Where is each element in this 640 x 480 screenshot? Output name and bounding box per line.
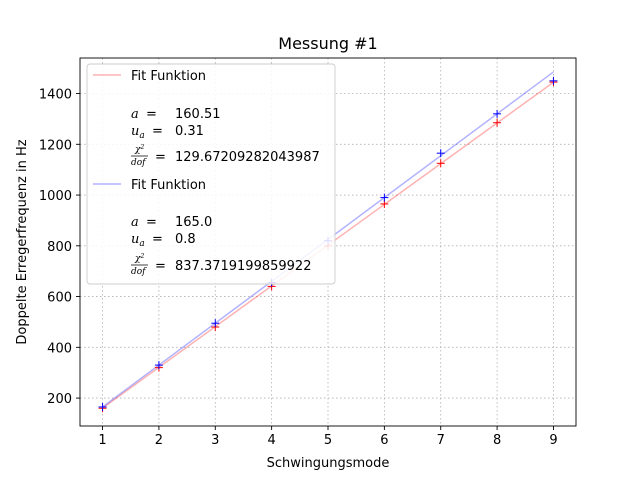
x-tick-label: 2 [155,433,163,448]
y-tick-label: 1400 [39,88,72,103]
data-point-series-1 [98,402,107,411]
data-point-series-0 [436,159,445,168]
param-ua-value-red: 0.31 [175,124,204,139]
chart-title: Messung #1 [278,34,377,53]
data-point-series-0 [493,118,502,127]
x-tick-label: 5 [324,433,332,448]
y-axis-ticks: 200 400 600 800 1000 1200 1400 [39,88,80,407]
param-a-equals-blue: = [146,215,157,230]
y-tick-label: 1000 [39,189,72,204]
param-a-value-red: 160.51 [175,107,221,122]
chi-equals-blue: = [155,259,166,274]
data-point-series-1 [493,109,502,118]
chi-denominator-blue: dof [131,267,147,277]
param-ua-equals-red: = [152,124,163,139]
data-point-series-1 [154,361,163,370]
legend-label-red: Fit Funktion [131,69,206,84]
chi-value-blue: 837.3719199859922 [175,259,311,274]
y-tick-label: 600 [47,291,72,306]
legend: Fit Funktion a = 160.51 ua = 0.31 χ2 dof… [86,63,336,285]
x-tick-label: 1 [98,433,106,448]
chi-denominator-red: dof [131,158,147,168]
x-axis-ticks: 1 2 3 4 5 6 7 8 9 [98,426,558,448]
param-ua-equals-blue: = [152,232,163,247]
data-point-series-1 [436,149,445,158]
legend-box [86,63,336,285]
param-a-value-blue: 165.0 [175,215,212,230]
y-tick-label: 800 [47,240,72,255]
data-point-series-1 [549,76,558,85]
x-tick-label: 7 [437,433,445,448]
x-tick-label: 8 [493,433,501,448]
legend-label-blue: Fit Funktion [131,178,206,193]
chi-numerator-red: χ2 [134,144,144,155]
chi-numerator-blue: χ2 [134,253,144,264]
y-tick-label: 1200 [39,138,72,153]
x-tick-label: 3 [211,433,219,448]
y-tick-label: 200 [47,392,72,407]
x-tick-label: 9 [549,433,557,448]
x-tick-label: 4 [267,433,275,448]
y-tick-label: 400 [47,341,72,356]
chi-value-red: 129.67209282043987 [175,150,320,165]
chi-equals-red: = [155,150,166,165]
x-tick-label: 6 [380,433,388,448]
data-point-series-1 [380,193,389,202]
y-axis-label: Doppelte Erregerfrequenz in Hz [15,139,30,344]
param-a-equals-red: = [146,107,157,122]
data-point-series-1 [211,319,220,328]
param-a-symbol-red: a [131,107,139,122]
param-ua-value-blue: 0.8 [175,232,196,247]
param-a-symbol-blue: a [131,215,139,230]
x-axis-label: Schwingungsmode [267,456,390,471]
